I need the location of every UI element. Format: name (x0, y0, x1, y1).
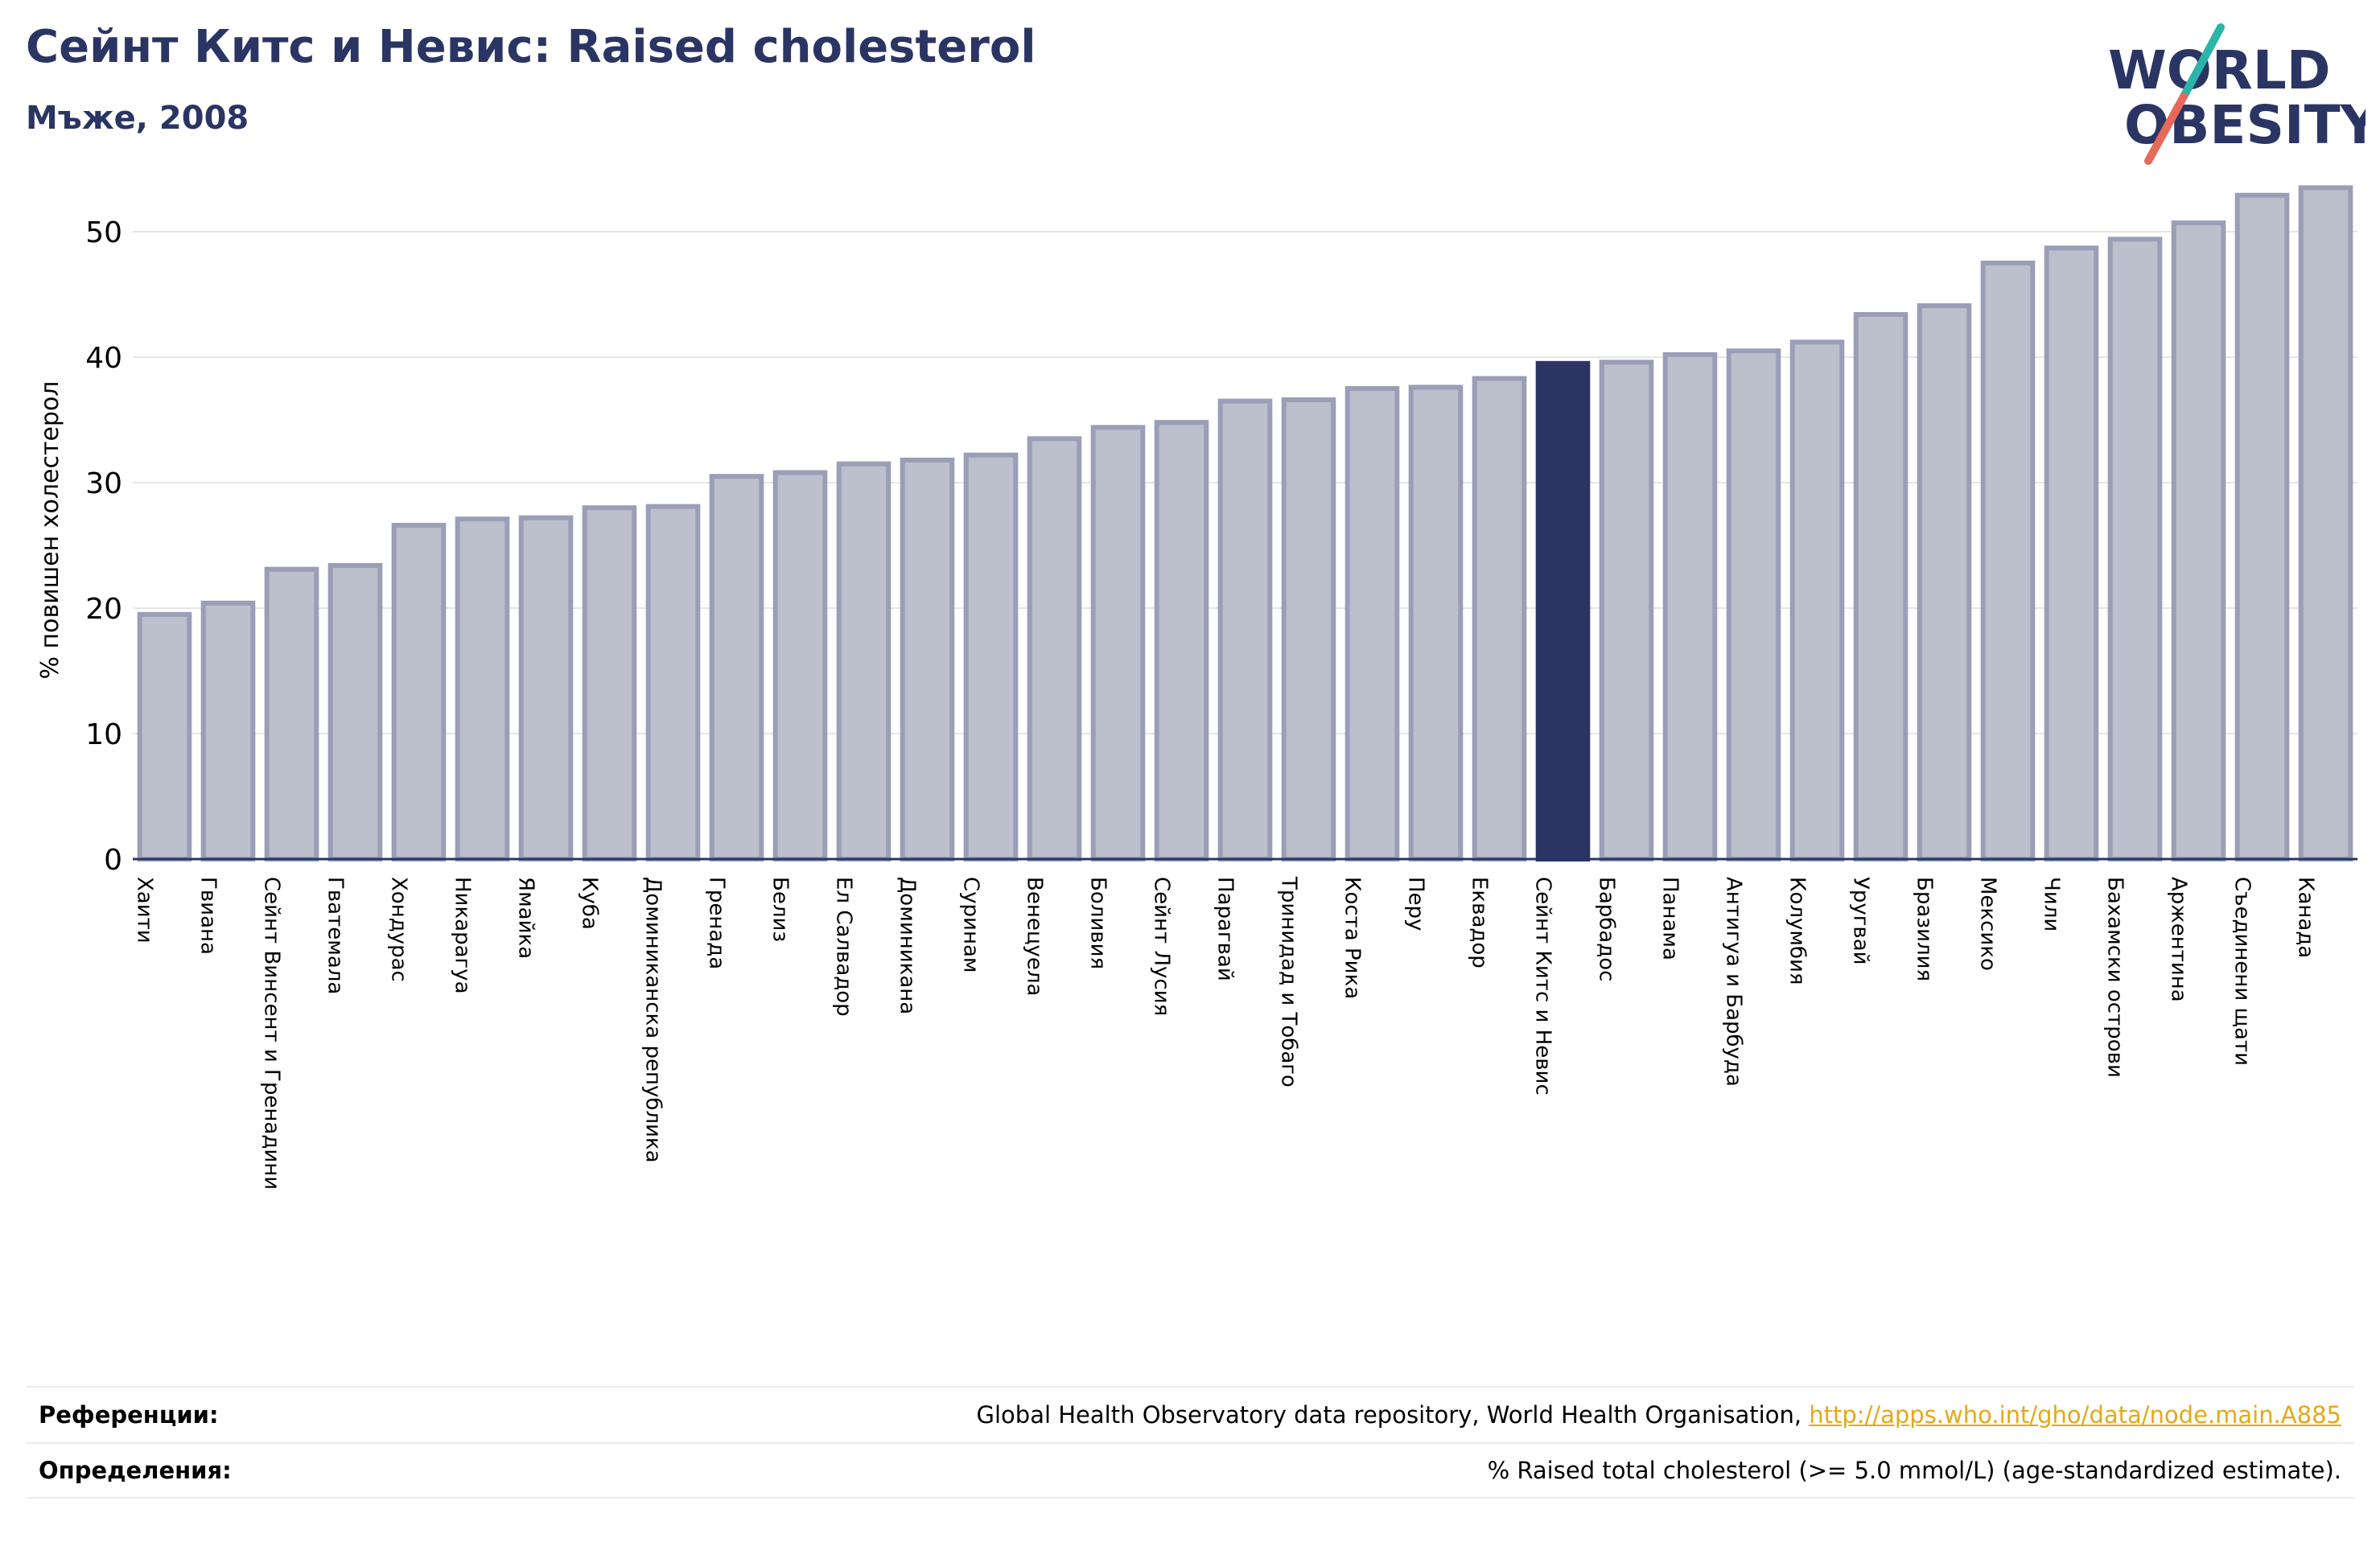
definitions-label: Определения: (39, 1457, 232, 1484)
x-tick-label: Еквадор (1468, 877, 1492, 968)
y-axis-label: % повишен холестерол (36, 381, 64, 680)
x-tick-label: Ямайка (514, 877, 538, 959)
bar (455, 516, 510, 861)
chart-subtitle: Мъже, 2008 (26, 100, 249, 137)
x-tick-label: Антигуа и Барбуда (1722, 877, 1746, 1087)
references-value: Global Health Observatory data repositor… (977, 1401, 2341, 1429)
y-tick-label: 50 (85, 216, 122, 249)
bar (582, 505, 637, 861)
bar (1344, 386, 1400, 861)
x-tick-label: Никарагуа (451, 877, 475, 994)
x-tick-label: Ел Салвадор (832, 877, 856, 1017)
chart-title: Сейнт Китс и Невис: Raised cholesterol (26, 21, 1036, 73)
x-tick-label: Аржентина (2167, 877, 2191, 1002)
x-tick-label: Суринам (959, 877, 983, 973)
bar (2171, 220, 2226, 861)
bar-highlighted (1535, 360, 1591, 861)
bar (709, 474, 764, 861)
bar (1472, 376, 1527, 861)
x-tick-label: Парагвай (1213, 877, 1237, 981)
bar (1980, 261, 2036, 861)
x-tick-label: Колумбия (1785, 877, 1810, 985)
x-tick-label: Венецуела (1023, 877, 1047, 996)
world-obesity-logo: WORLD OBESITY (2108, 23, 2366, 165)
x-tick-label: Уругвай (1849, 877, 1873, 965)
definitions-text: % Raised total cholesterol (>= 5.0 mmol/… (1487, 1457, 2341, 1484)
bar (1027, 436, 1082, 861)
x-tick-label: Тринидад и Тобаго (1277, 876, 1301, 1088)
bar (1408, 384, 1464, 861)
y-tick-label: 20 (85, 593, 122, 626)
x-tick-label: Мексико (1976, 877, 2000, 971)
bar (1853, 311, 1909, 861)
x-tick-label: Доминикана (896, 877, 920, 1014)
bar (963, 452, 1019, 861)
y-tick-label: 10 (85, 718, 122, 751)
x-tick-label: Чили (2040, 877, 2064, 931)
x-tick-label: Куба (578, 877, 602, 930)
x-tick-label: Барбадос (1595, 877, 1619, 981)
bar (900, 457, 955, 861)
references-text: Global Health Observatory data repositor… (976, 1401, 1810, 1429)
x-tick-label: Гвиана (196, 877, 220, 955)
bar (391, 523, 447, 861)
references-link[interactable]: http://apps.who.int/gho/data/node.main.A… (1809, 1401, 2341, 1429)
references-row: Референции: Global Health Observatory da… (26, 1386, 2354, 1442)
bar (1726, 348, 1781, 861)
bar (137, 611, 192, 861)
bar (2107, 236, 2163, 861)
x-tick-label: Гренада (705, 877, 729, 969)
bar (2234, 192, 2290, 861)
x-tick-label: Коста Рика (1340, 877, 1365, 999)
x-tick-label: Доминиканска република (641, 877, 665, 1163)
references-label: Референции: (39, 1401, 219, 1429)
x-tick-label: Белиз (768, 877, 793, 942)
bar (2044, 245, 2099, 861)
bar (1917, 303, 1972, 862)
bar (836, 461, 891, 861)
x-tick-label: Канада (2294, 877, 2318, 958)
x-tick-label: Сейнт Китс и Невис (1531, 877, 1555, 1096)
bar (1154, 420, 1209, 861)
x-tick-label: Бахамски острови (2103, 877, 2127, 1078)
bar (1662, 352, 1718, 861)
y-axis-ticks: 0 10 20 30 40 50 (85, 216, 122, 877)
bar (264, 566, 319, 861)
bar (772, 470, 828, 862)
x-tick-label: Хондурас (387, 877, 411, 982)
x-tick-label: Сейнт Винсент и Гренадини (260, 877, 284, 1190)
bar-chart: 0 10 20 30 40 50 Хаити Гвиана Сейнт Винсент и Г… (36, 185, 2357, 1190)
bar (645, 504, 701, 861)
bar (1217, 398, 1273, 862)
x-tick-label: Перу (1404, 877, 1428, 931)
x-tick-label: Боливия (1086, 877, 1110, 969)
y-tick-label: 30 (85, 467, 122, 500)
bar (1789, 339, 1845, 861)
x-axis-labels: Хаити Гвиана Сейнт Винсент и Гренадини Гват… (133, 876, 2318, 1190)
x-tick-label: Хаити (133, 877, 157, 944)
x-tick-label: Бразилия (1913, 877, 1937, 981)
bar (1281, 397, 1336, 862)
x-tick-label: Панама (1658, 877, 1682, 960)
bars (137, 185, 2353, 862)
bar (1090, 425, 1146, 861)
y-tick-label: 0 (104, 844, 122, 877)
x-tick-label: Сейнт Лусия (1150, 877, 1174, 1016)
x-tick-label: Съединени щати (2230, 877, 2254, 1066)
logo-text-world: WORLD (2108, 39, 2331, 101)
x-tick-label: Гватемала (323, 877, 348, 994)
bar (2298, 185, 2353, 861)
y-tick-label: 40 (85, 342, 122, 375)
bar (200, 600, 256, 861)
bar (327, 562, 383, 862)
bar (1599, 360, 1654, 861)
definitions-row: Определения: % Raised total cholesterol … (26, 1442, 2354, 1499)
bar (518, 515, 574, 861)
